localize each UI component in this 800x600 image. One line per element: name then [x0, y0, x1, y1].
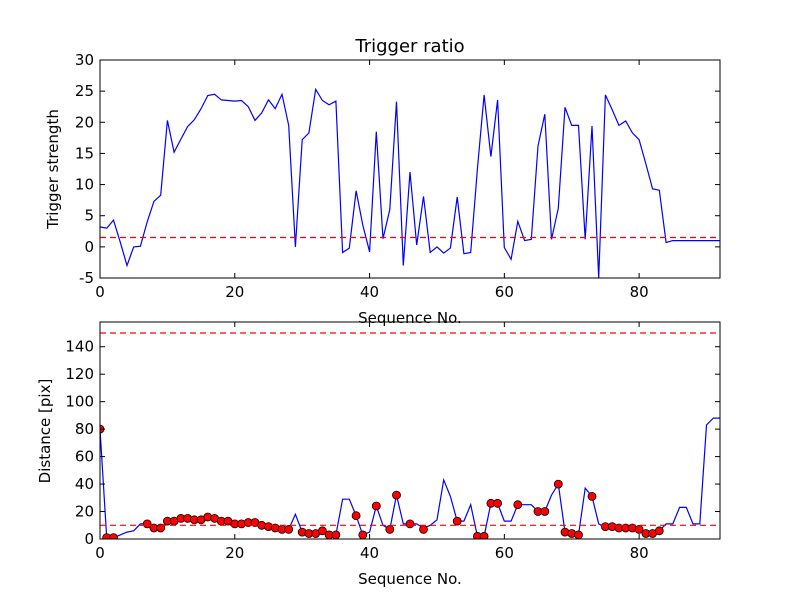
data-point	[371, 501, 381, 511]
x-tick-label: 0	[95, 283, 105, 301]
y-tick-label: 140	[65, 338, 94, 356]
y-tick-label: 20	[75, 113, 94, 131]
x-tick-label: 40	[360, 544, 379, 562]
y-axis-label: Trigger strength	[44, 109, 62, 230]
data-point	[587, 491, 597, 501]
y-axis-label: Distance [pix]	[36, 379, 54, 484]
x-axis-label: Sequence No.	[358, 309, 462, 327]
data-point	[405, 519, 415, 529]
y-tick-label: 60	[75, 448, 94, 466]
x-tick-label: 80	[630, 544, 649, 562]
distance-axes-frame	[99, 321, 721, 540]
data-point	[284, 525, 294, 534]
distance-plot-area	[100, 332, 720, 539]
x-tick-label: 60	[495, 283, 514, 301]
x-tick-label: 80	[630, 283, 649, 301]
y-tick-label: 120	[65, 365, 94, 383]
data-point	[142, 519, 152, 529]
y-tick-label: 30	[75, 51, 94, 69]
series-line	[100, 87, 720, 278]
data-point	[513, 500, 523, 510]
x-tick-label: 20	[225, 544, 244, 562]
y-tick-label: 100	[65, 393, 94, 411]
data-point	[479, 531, 489, 539]
trigger-axes-frame	[99, 59, 721, 279]
trigger-plot-area	[100, 87, 720, 278]
y-tick-label: 10	[75, 176, 94, 194]
data-point	[553, 479, 563, 489]
data-point	[493, 498, 503, 508]
data-point	[331, 530, 341, 539]
data-point	[452, 516, 462, 526]
data-point	[419, 525, 428, 534]
data-point	[634, 525, 644, 534]
data-point	[540, 507, 550, 516]
data-point	[358, 530, 368, 539]
data-point	[385, 525, 395, 534]
y-tick-label: 80	[75, 420, 94, 438]
data-point	[317, 526, 327, 536]
distance-chart: 0 20 40 60 80 0 20 40 60 80 100 120 140 Sequence No.…	[36, 321, 721, 588]
x-axis-label: Sequence No.	[358, 570, 462, 588]
distance-ticks: 0 20 40 60 80 0 20 40 60 80 100 120 140	[65, 322, 720, 562]
y-tick-label: 0	[84, 238, 94, 256]
y-tick-label: 0	[84, 530, 94, 548]
x-tick-label: 0	[95, 544, 105, 562]
data-point	[156, 523, 166, 533]
x-tick-label: 40	[360, 283, 379, 301]
data-point	[109, 533, 118, 539]
y-tick-label: -5	[79, 269, 94, 287]
x-tick-label: 20	[225, 283, 244, 301]
chart-title: Trigger ratio	[354, 36, 464, 57]
data-point	[654, 526, 664, 536]
data-point	[351, 511, 361, 521]
y-tick-label: 25	[75, 82, 94, 100]
data-point	[392, 490, 401, 500]
y-tick-label: 5	[84, 207, 94, 225]
y-tick-label: 15	[75, 144, 94, 162]
y-tick-label: 40	[75, 475, 94, 493]
y-tick-label: 20	[75, 503, 94, 521]
data-point	[574, 530, 583, 539]
x-tick-label: 60	[495, 544, 514, 562]
